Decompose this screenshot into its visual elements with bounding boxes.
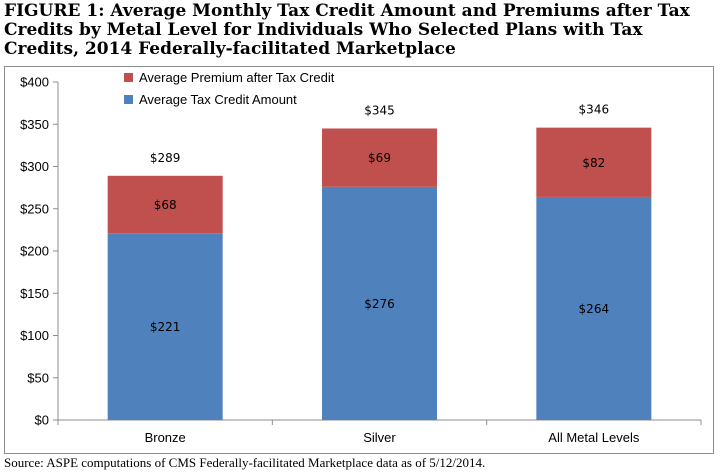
- bar-segment-premium: [107, 175, 223, 234]
- legend-label: Average Premium after Tax Credit: [139, 70, 335, 85]
- legend-label: Average Tax Credit Amount: [139, 92, 297, 107]
- bar-segment-premium: [536, 127, 652, 197]
- data-label: $264: [579, 302, 610, 316]
- legend-swatch: [124, 95, 133, 104]
- y-tick-label: $350: [20, 117, 49, 132]
- bar-segment-tax-credit: [536, 196, 652, 420]
- data-label: $276: [364, 297, 395, 311]
- source-note: Source: ASPE computations of CMS Federal…: [4, 455, 486, 470]
- y-tick-label: $400: [20, 75, 49, 90]
- total-label: $289: [150, 151, 181, 165]
- total-label: $346: [579, 103, 610, 117]
- data-label: $68: [154, 198, 177, 212]
- y-tick-label: $0: [35, 413, 49, 428]
- x-tick-label: Silver: [363, 430, 396, 445]
- y-tick-label: $250: [20, 201, 49, 216]
- data-label: $82: [582, 156, 605, 170]
- legend-swatch: [124, 73, 133, 82]
- y-tick-label: $150: [20, 286, 49, 301]
- y-tick-label: $50: [27, 370, 49, 385]
- y-tick-label: $200: [20, 244, 49, 259]
- y-tick-label: $100: [20, 328, 49, 343]
- total-label: $345: [364, 103, 395, 117]
- bar-segment-tax-credit: [322, 186, 437, 420]
- x-tick-label: All Metal Levels: [548, 430, 640, 445]
- bar-segment-tax-credit: [107, 233, 223, 420]
- y-tick-label: $300: [20, 159, 49, 174]
- bar-segment-premium: [322, 128, 437, 187]
- data-label: $69: [368, 151, 391, 165]
- data-label: $221: [150, 320, 181, 334]
- x-tick-label: Bronze: [145, 430, 186, 445]
- chart-area: [4, 66, 714, 454]
- chart-title: FIGURE 1: Average Monthly Tax Credit Amo…: [4, 1, 690, 59]
